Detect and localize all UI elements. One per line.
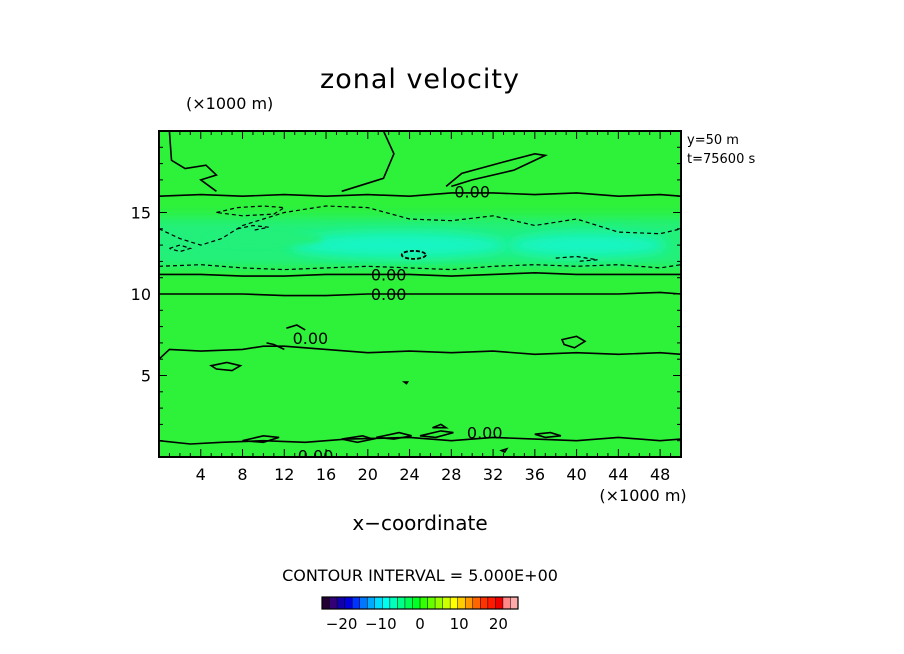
- x-tick-label-44: 44: [608, 465, 628, 484]
- colorbar-cell-24: [502, 597, 511, 609]
- contour-interval: CONTOUR INTERVAL = 5.000E+00: [282, 566, 558, 585]
- contour-label-4: 0.00: [467, 424, 503, 443]
- contour-negative-line-2: [216, 205, 287, 217]
- x-tick-label-28: 28: [441, 465, 461, 484]
- colorbar-cell-5: [359, 597, 368, 609]
- x-tick-label-40: 40: [566, 465, 586, 484]
- colorbar-cell-0: [322, 597, 330, 609]
- colorbar-cell-12: [412, 597, 421, 609]
- info-time: t=75600 s: [687, 152, 755, 167]
- colorbar-cell-4: [352, 597, 360, 609]
- info-y-position: y=50 m: [687, 133, 739, 148]
- contour-zero-line-9: [266, 342, 285, 351]
- colorbar-label-10: 10: [450, 615, 469, 633]
- contour-zero-loop-1: [560, 335, 587, 349]
- contour-negative-core: [400, 249, 427, 260]
- cyan-core-east: [507, 233, 668, 258]
- colorbar-cell-3: [344, 597, 353, 609]
- contour-zero-line-7: [445, 152, 549, 188]
- contour-negative-line-1: [159, 205, 681, 246]
- y-tick-label-5: 5: [141, 367, 151, 386]
- x-tick-label-24: 24: [399, 465, 419, 484]
- colorbar-cell-7: [374, 597, 383, 609]
- contour-label-2: 0.00: [371, 285, 407, 304]
- x-tick-label-12: 12: [274, 465, 294, 484]
- contour-label-3: 0.00: [293, 329, 329, 348]
- heatmap-field: 0.000.000.000.000.000.00: [159, 131, 681, 465]
- colorbar-cell-19: [465, 597, 474, 609]
- colorbar-cell-1: [329, 597, 338, 609]
- colorbar-cell-6: [367, 597, 376, 609]
- contour-zero-loop-4: [376, 431, 412, 440]
- colorbar-label-0: 0: [415, 615, 425, 633]
- axis-ticks: [158, 130, 682, 458]
- contour-zero-line-6: [341, 131, 395, 193]
- colorbar-cell-14: [427, 597, 436, 609]
- contour-zero-line-3: [159, 345, 681, 360]
- y-tick-label-15: 15: [131, 204, 151, 223]
- contour-lines: [159, 131, 681, 454]
- colorbar-cell-11: [404, 597, 413, 609]
- contour-labels: 0.000.000.000.000.000.00: [293, 182, 503, 465]
- x-tick-label-4: 4: [196, 465, 206, 484]
- colorbar-cell-23: [495, 597, 504, 609]
- x-tick-label-36: 36: [525, 465, 545, 484]
- colorbar-tick-labels: −20 −10 0 10 20: [326, 615, 508, 633]
- colorbar-label-20: 20: [489, 615, 508, 633]
- contour-label-0: 0.00: [454, 182, 490, 201]
- x-tick-label-48: 48: [650, 465, 670, 484]
- colorbar-cell-18: [457, 597, 466, 609]
- y-axis-unit: (×1000 m): [186, 94, 273, 113]
- contour-label-1: 0.00: [371, 265, 407, 284]
- contour-negative-line-3: [169, 244, 193, 253]
- colorbar: [321, 596, 519, 610]
- contour-zero-loop-6: [534, 431, 562, 439]
- contour-zero-loop-5: [419, 430, 454, 439]
- colorbar-cell-20: [472, 597, 481, 609]
- contour-zero-loop-8: [401, 381, 410, 385]
- contour-zero-loop-2: [242, 434, 280, 444]
- x-tick-label-8: 8: [237, 465, 247, 484]
- chart-title: zonal velocity: [320, 64, 520, 95]
- contour-negative-line-5: [555, 255, 598, 262]
- contour-zero-line-5: [168, 131, 218, 192]
- y-tick-label-10: 10: [131, 285, 151, 304]
- cyan-core-west: [289, 232, 510, 259]
- contour-zero-loop-7: [432, 423, 449, 429]
- contour-zero-line-8: [286, 324, 306, 331]
- colorbar-frame: [321, 596, 519, 610]
- x-tick-label-20: 20: [358, 465, 378, 484]
- colorbar-cell-25: [510, 597, 519, 609]
- contour-zero-loop-9: [499, 447, 509, 454]
- x-axis-label: x−coordinate: [352, 511, 487, 535]
- colorbar-label--10: −10: [365, 615, 397, 633]
- contour-negative-line-4: [237, 224, 269, 231]
- x-tick-label-16: 16: [316, 465, 336, 484]
- contour-zero-loop-3: [341, 434, 377, 444]
- contour-label-5: 0.00: [298, 446, 334, 465]
- contour-zero-line-0: [159, 192, 681, 198]
- colorbar-cell-17: [450, 597, 458, 609]
- colorbar-cell-16: [442, 597, 451, 609]
- colorbar-cell-21: [480, 597, 489, 609]
- light-patch: [203, 230, 324, 247]
- contour-zero-line-1: [159, 271, 681, 277]
- colorbar-cell-9: [389, 597, 398, 609]
- colorbar-cell-22: [487, 597, 496, 609]
- colorbar-cell-2: [337, 597, 345, 609]
- colorbar-cell-13: [420, 597, 428, 609]
- colorbar-cell-10: [397, 597, 406, 609]
- colorbar-label--20: −20: [326, 615, 358, 633]
- x-tick-label-32: 32: [483, 465, 503, 484]
- contour-zero-line-2: [159, 291, 681, 297]
- colorbar-cell-8: [382, 597, 391, 609]
- x-axis-unit: (×1000 m): [599, 486, 686, 505]
- field-bands: [159, 217, 681, 268]
- contour-zero-line-4: [159, 436, 681, 445]
- contour-zero-loop-0: [209, 361, 243, 372]
- colorbar-cell-15: [435, 597, 443, 609]
